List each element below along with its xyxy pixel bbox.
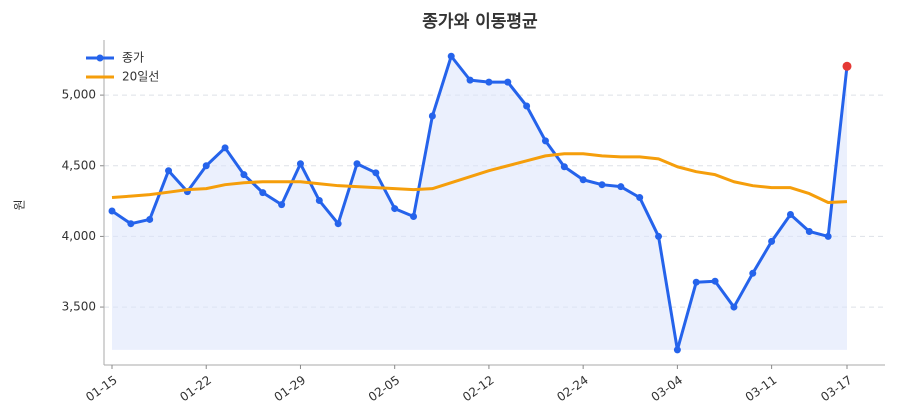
point: [259, 189, 267, 197]
point: [296, 160, 304, 168]
point: [146, 215, 154, 223]
x-tick-label: 03-11: [743, 373, 780, 404]
point: [711, 277, 719, 285]
y-tick-label: 5,000: [62, 88, 96, 102]
point: [447, 52, 455, 60]
point: [541, 137, 549, 145]
legend: 종가 20일선: [86, 51, 159, 84]
line: [111, 54, 849, 352]
point: [202, 162, 210, 170]
y-tick-label: 4,000: [62, 229, 96, 243]
point: [410, 212, 418, 220]
point: [749, 269, 757, 277]
chart-title: 종가와 이동평균: [422, 12, 538, 32]
point: [617, 183, 625, 191]
point: [466, 76, 474, 84]
y-axis-label: 원: [13, 199, 27, 210]
point: [805, 227, 813, 235]
x-tick-label: 01-22: [177, 373, 214, 404]
x-tick-label: 03-04: [649, 373, 686, 404]
point: [504, 78, 512, 86]
point: [655, 232, 663, 240]
point: [315, 197, 323, 205]
point: [372, 169, 380, 177]
x-tick-label: 02-05: [366, 373, 403, 404]
line: [111, 152, 848, 204]
point: [165, 167, 173, 175]
point: [523, 102, 531, 110]
point: [334, 220, 342, 228]
y-tick-label: 3,500: [62, 300, 96, 314]
point: [353, 160, 361, 168]
point: [221, 144, 229, 152]
point: [692, 278, 700, 286]
x-tick-label: 01-29: [272, 373, 309, 404]
point: [579, 176, 587, 184]
point: [391, 205, 399, 213]
x-tick-label: 03-17: [818, 373, 855, 404]
point: [786, 211, 794, 219]
point: [240, 171, 248, 179]
point: [127, 220, 135, 228]
legend-label: 종가: [122, 51, 144, 65]
x-tick-label: 02-24: [554, 373, 591, 404]
legend-label: 20일선: [122, 70, 159, 84]
point: [278, 201, 286, 209]
point: [768, 237, 776, 245]
y-tick-label: 4,500: [62, 158, 96, 172]
point: [485, 78, 493, 86]
point: [636, 194, 644, 202]
last-point: [842, 61, 852, 71]
area: [112, 56, 847, 350]
point: [598, 181, 606, 189]
legend-marker: [96, 54, 104, 62]
x-tick-label: 02-12: [460, 373, 497, 404]
point: [824, 232, 832, 240]
point: [108, 207, 116, 215]
point: [428, 112, 436, 120]
point: [673, 346, 681, 354]
point: [560, 163, 568, 171]
x-tick-label: 01-15: [83, 373, 120, 404]
point: [730, 303, 738, 311]
